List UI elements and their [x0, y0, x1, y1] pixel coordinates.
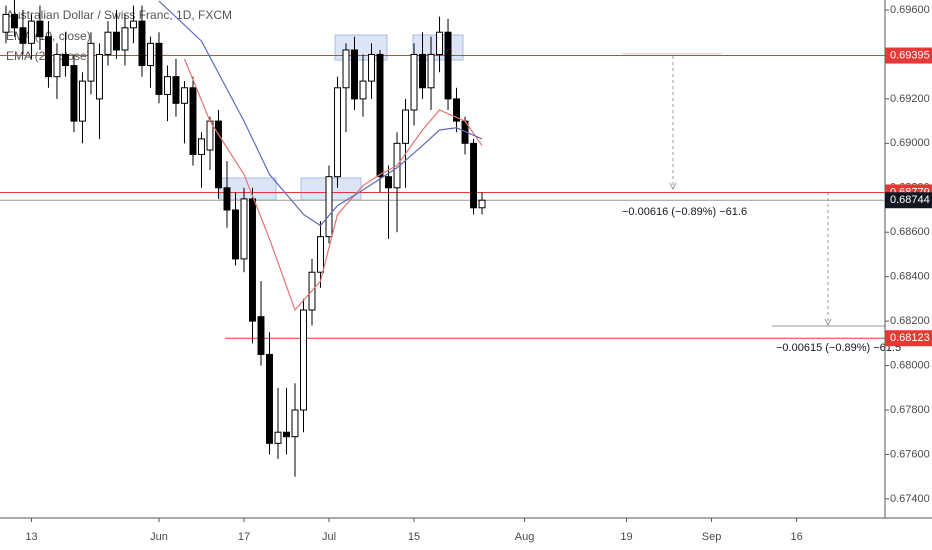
- candle-body: [436, 31, 443, 55]
- candle-body: [444, 31, 452, 100]
- x-tick-label: 13: [25, 531, 37, 543]
- candle-body: [36, 20, 44, 38]
- candle-body: [427, 53, 435, 89]
- candle-body: [325, 176, 333, 238]
- candle-body: [249, 198, 256, 322]
- candle-body: [334, 87, 341, 178]
- candle-body: [27, 20, 35, 44]
- candle-body: [266, 353, 273, 444]
- candle-body: [478, 199, 486, 209]
- candle-body: [181, 87, 188, 104]
- price-label-box: [885, 47, 932, 64]
- candle-body: [53, 53, 61, 78]
- measure-heads: [622, 53, 885, 327]
- candle-body: [138, 20, 146, 67]
- candle-body: [164, 76, 171, 95]
- x-tick-label: 16: [790, 531, 802, 543]
- ema-line: [183, 58, 483, 312]
- candle-body: [291, 409, 299, 438]
- y-tick-label: 0.68400: [890, 271, 930, 283]
- annotation: −0.00616 (−0.89%) −61.6: [622, 206, 747, 218]
- x-tick-label: Jul: [322, 531, 336, 543]
- x-tick-label: Sep: [702, 531, 722, 543]
- candle-body: [87, 42, 95, 82]
- candle-body: [2, 13, 10, 33]
- candle-body: [419, 53, 426, 89]
- y-tick-label: 0.67400: [890, 493, 930, 505]
- candle-body: [402, 109, 409, 144]
- y-tick-label: 0.68000: [890, 359, 930, 371]
- candle-body: [300, 309, 307, 411]
- price-label-box: [885, 330, 932, 347]
- x-tick-label: 17: [238, 531, 250, 543]
- candle-body: [342, 49, 350, 89]
- candle-body: [376, 53, 384, 178]
- arrow-head: [824, 318, 832, 327]
- candle-body: [351, 49, 358, 100]
- candle-body: [147, 42, 154, 67]
- annotation: −0.00615 (−0.89%) −61.5: [776, 342, 901, 354]
- arrow-head: [669, 182, 677, 191]
- candle-body: [172, 76, 180, 104]
- ema-line: [158, 0, 483, 227]
- candle-body: [129, 20, 137, 29]
- candle-body: [112, 31, 120, 51]
- measure-arrows: [672, 56, 829, 324]
- price-label: 0.68123: [890, 332, 930, 344]
- candle-body: [19, 27, 27, 44]
- candle-body: [61, 53, 69, 67]
- candle-body: [368, 53, 375, 82]
- candles: [2, 0, 486, 477]
- price-label: 0.69395: [890, 49, 930, 61]
- x-tick-label: 15: [408, 531, 420, 543]
- price-label-box: [885, 192, 932, 209]
- candle-body: [44, 36, 52, 78]
- candle-body: [470, 142, 478, 209]
- y-tick-label: 0.69200: [890, 93, 930, 105]
- y-tick-label: 0.69000: [890, 137, 930, 149]
- candle-body: [257, 316, 265, 355]
- x-tick-label: Aug: [515, 531, 535, 543]
- candle-body: [104, 31, 112, 55]
- candle-body: [78, 80, 86, 122]
- candle-body: [232, 209, 239, 260]
- candle-body: [240, 198, 248, 260]
- candle-body: [385, 176, 392, 189]
- candle-body: [121, 27, 129, 51]
- candle-body: [283, 431, 290, 438]
- y-tick-label: 0.67800: [890, 404, 930, 416]
- candle-body: [155, 42, 163, 95]
- y-tick-label: 0.68600: [890, 226, 930, 238]
- x-tick-label: Jun: [150, 531, 168, 543]
- y-tick-label: 0.67600: [890, 448, 930, 460]
- candle-body: [70, 65, 78, 122]
- chart-title: Australian Dollar / Swiss Franc, 1D, FXC…: [6, 8, 232, 22]
- candle-body: [198, 138, 205, 155]
- price-label: 0.68744: [890, 194, 930, 206]
- y-tick-label: 0.68200: [890, 315, 930, 327]
- candle-body: [223, 187, 231, 211]
- x-tick-label: 19: [620, 531, 632, 543]
- candle-body: [274, 431, 282, 444]
- y-tick-label: 0.69600: [890, 4, 930, 16]
- candle-body: [95, 53, 103, 100]
- candle-body: [189, 87, 197, 155]
- candle-body: [453, 98, 461, 122]
- candle-body: [215, 120, 222, 189]
- candle-body: [359, 80, 367, 100]
- candle-body: [410, 53, 418, 111]
- candle-body: [10, 13, 18, 29]
- candle-body: [317, 236, 324, 273]
